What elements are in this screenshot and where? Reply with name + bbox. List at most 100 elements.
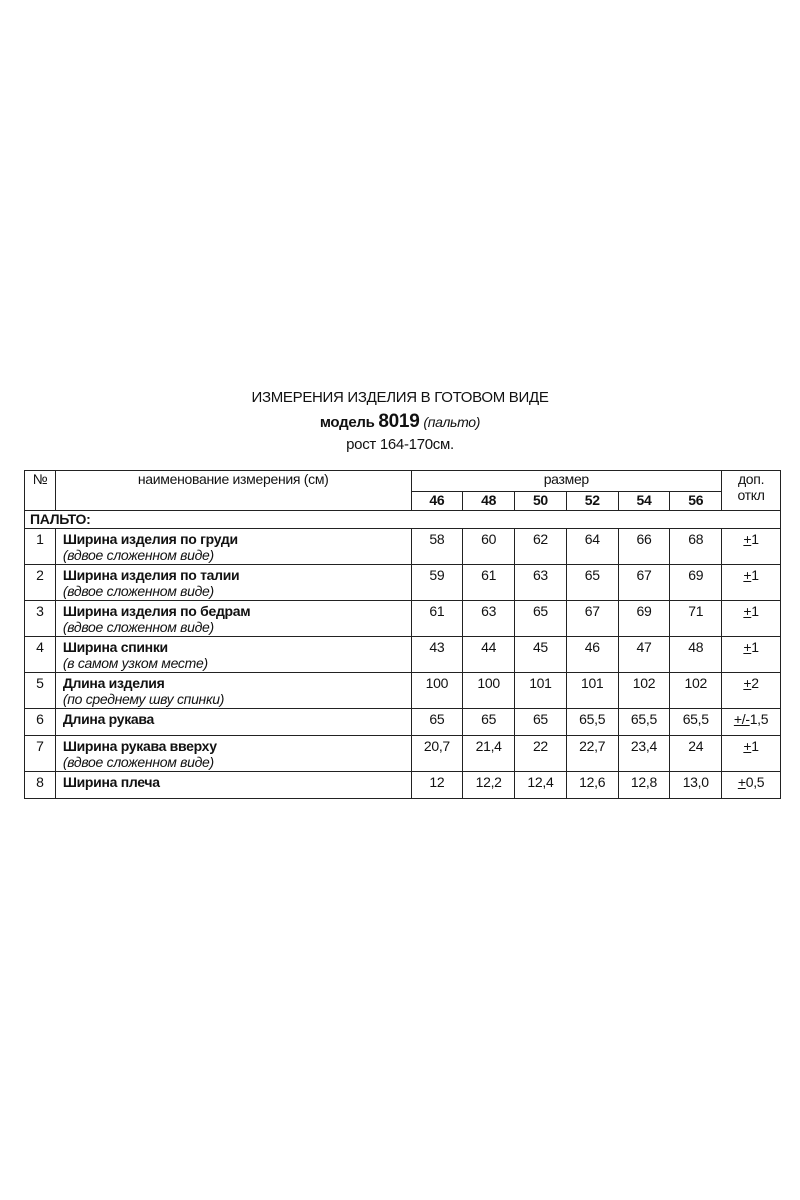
- size-header-48: 48: [462, 491, 516, 511]
- size-value: 69: [669, 564, 723, 601]
- size-value: 13,0: [669, 771, 723, 799]
- measurement-title: Ширина изделия по груди: [62, 531, 238, 547]
- table-row: 4 Ширина спинки (в самом узком месте) 43 44…: [24, 636, 781, 673]
- tolerance-value: 1: [751, 531, 759, 547]
- size-value: 61: [462, 564, 516, 601]
- row-number: 8: [24, 771, 56, 799]
- tolerance: +1: [721, 528, 781, 565]
- size-value: 62: [514, 528, 567, 565]
- measurement-name: Длина рукава: [54, 708, 412, 736]
- size-value: 65: [462, 708, 516, 736]
- measurement-name: Ширина рукава вверху (вдвое сложенном вид…: [54, 735, 412, 772]
- row-number: 1: [24, 528, 56, 565]
- plus-minus-sign: +: [743, 567, 752, 583]
- size-value: 67: [565, 600, 619, 637]
- size-value: 22: [514, 735, 567, 772]
- size-value: 58: [410, 528, 464, 565]
- tolerance: +2: [721, 672, 781, 709]
- table-row: 3 Ширина изделия по бедрам (вдвое сложенно…: [24, 600, 781, 637]
- size-value: 43: [410, 636, 464, 673]
- size-header-46: 46: [410, 491, 464, 511]
- size-value: 65: [410, 708, 464, 736]
- size-value: 100: [410, 672, 464, 709]
- table-row: 6 Длина рукава 65 65 65 65,5 65,5 65,5 +/-1,5: [24, 708, 781, 736]
- size-value: 64: [565, 528, 619, 565]
- header-tolerance: доп. откл: [721, 470, 781, 511]
- size-value: 65,5: [565, 708, 619, 736]
- size-value: 23,4: [617, 735, 671, 772]
- size-value: 65: [514, 600, 567, 637]
- measurement-title: Ширина плеча: [62, 774, 160, 790]
- header-tolerance-line1: доп.: [737, 471, 765, 487]
- header-row: № наименование измерения (см) размер доп…: [24, 470, 781, 511]
- size-value: 12: [410, 771, 464, 799]
- tolerance: +1: [721, 600, 781, 637]
- tolerance-value: 1: [751, 603, 759, 619]
- size-value: 65: [565, 564, 619, 601]
- size-value: 45: [514, 636, 567, 673]
- measurement-title: Длина рукава: [62, 711, 155, 727]
- size-value: 102: [617, 672, 671, 709]
- plus-minus-sign: +: [743, 738, 752, 754]
- table-row: 8 Ширина плеча 12 12,2 12,4 12,6 12,8 13,0 +0,5: [24, 771, 781, 799]
- measurement-title: Ширина рукава вверху: [62, 738, 217, 754]
- tolerance: +1: [721, 636, 781, 673]
- model-number: 8019: [378, 411, 420, 432]
- size-value: 69: [617, 600, 671, 637]
- row-number: 4: [24, 636, 56, 673]
- measurement-note: (в самом узком месте): [62, 655, 208, 671]
- size-value: 12,4: [514, 771, 567, 799]
- size-value: 102: [669, 672, 723, 709]
- size-value: 101: [565, 672, 619, 709]
- header-size: размер: [410, 470, 723, 492]
- measurement-title: Ширина спинки: [62, 639, 168, 655]
- section-title: ПАЛЬТО:: [24, 510, 781, 529]
- tolerance-value: 0,5: [745, 774, 765, 790]
- measurement-title: Ширина изделия по бедрам: [62, 603, 251, 619]
- size-value: 61: [410, 600, 464, 637]
- model-type: (пальто): [423, 414, 481, 430]
- height-range: рост 164-170см.: [346, 436, 454, 453]
- measurement-note: (вдвое сложенном виде): [62, 619, 214, 635]
- table-row: 1 Ширина изделия по груди (вдвое сложенном…: [24, 528, 781, 565]
- measurement-note: (вдвое сложенном виде): [62, 547, 214, 563]
- tolerance: +0,5: [721, 771, 781, 799]
- plus-minus-sign: +: [743, 675, 752, 691]
- measurement-name: Ширина спинки (в самом узком месте): [54, 636, 412, 673]
- size-value: 68: [669, 528, 723, 565]
- measurement-name: Ширина изделия по бедрам (вдвое сложенном…: [54, 600, 412, 637]
- section-row: ПАЛЬТО:: [24, 510, 781, 529]
- size-header-54: 54: [617, 491, 671, 511]
- size-value: 65,5: [617, 708, 671, 736]
- size-header-50: 50: [514, 491, 567, 511]
- size-value: 47: [617, 636, 671, 673]
- size-value: 12,8: [617, 771, 671, 799]
- size-header-56: 56: [669, 491, 723, 511]
- measurement-name: Ширина изделия по талии (вдвое сложенном …: [54, 564, 412, 601]
- size-value: 65: [514, 708, 567, 736]
- tolerance: +/-1,5: [721, 708, 781, 736]
- tolerance-value: 1,5: [749, 711, 769, 727]
- row-number: 3: [24, 600, 56, 637]
- plus-minus-sign: +: [743, 603, 752, 619]
- size-value: 22,7: [565, 735, 619, 772]
- row-number: 5: [24, 672, 56, 709]
- size-value: 20,7: [410, 735, 464, 772]
- size-value: 63: [514, 564, 567, 601]
- size-value: 12,6: [565, 771, 619, 799]
- model-label: модель: [319, 414, 375, 431]
- measurement-note: (по среднему шву спинки): [62, 691, 225, 707]
- measurement-title: Ширина изделия по талии: [62, 567, 240, 583]
- row-number: 2: [24, 564, 56, 601]
- size-value: 100: [462, 672, 516, 709]
- size-value: 71: [669, 600, 723, 637]
- measurement-title: Длина изделия: [62, 675, 165, 691]
- tolerance: +1: [721, 564, 781, 601]
- measurement-note: (вдвое сложенном виде): [62, 754, 214, 770]
- size-value: 66: [617, 528, 671, 565]
- size-value: 46: [565, 636, 619, 673]
- size-value: 48: [669, 636, 723, 673]
- size-value: 21,4: [462, 735, 516, 772]
- size-value: 65,5: [669, 708, 723, 736]
- header-name: наименование измерения (см): [54, 470, 412, 511]
